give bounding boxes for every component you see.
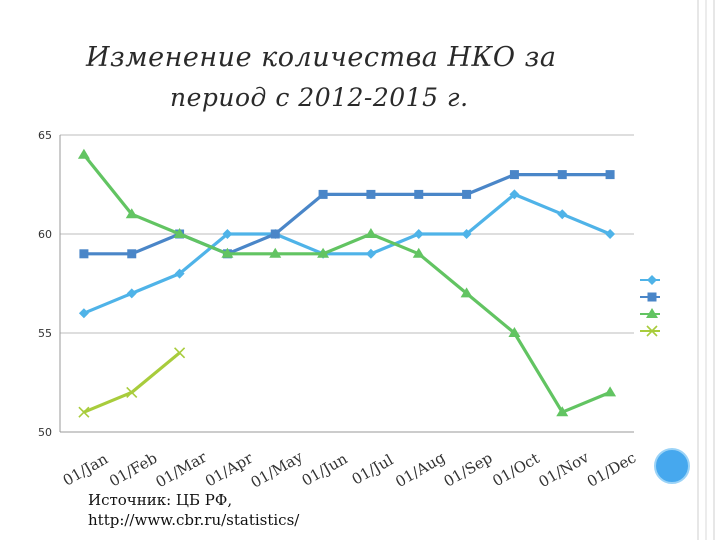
x-tick-label: 01/Mar xyxy=(152,448,210,490)
point-2013 xyxy=(127,249,137,259)
decor-circle xyxy=(654,448,690,484)
source-note: Источник: ЦБ РФ, http://www.cbr.ru/stati… xyxy=(88,490,299,530)
x-tick-label: 01/Feb xyxy=(106,449,160,490)
series-line-2015 xyxy=(83,351,181,414)
x-tick-label: 01/May xyxy=(248,447,307,490)
point-2015 xyxy=(174,347,186,359)
title-line-2: период с 2012-2015 г. xyxy=(170,83,469,112)
page-title: Изменение количества НКО за период с 201… xyxy=(86,38,606,118)
point-2014 xyxy=(556,406,569,417)
point-2012 xyxy=(174,268,185,279)
point-2012 xyxy=(365,248,376,259)
point-2012 xyxy=(126,288,137,299)
legend-marker-2013 xyxy=(647,292,657,302)
x-tick-label: 01/Sep xyxy=(441,449,496,490)
series-line-2014 xyxy=(82,153,611,414)
x-tick-label: 01/Apr xyxy=(202,449,257,490)
y-tick-label: 65 xyxy=(38,129,52,142)
point-2013 xyxy=(366,189,376,199)
x-tick-label: 01/Oct xyxy=(489,449,542,490)
point-2012 xyxy=(413,229,424,239)
point-2013 xyxy=(79,249,89,259)
x-tick-label: 01/Aug xyxy=(392,448,448,490)
point-2013 xyxy=(414,189,424,199)
y-tick-label: 50 xyxy=(38,426,52,439)
point-2012 xyxy=(222,229,233,239)
point-2012 xyxy=(461,229,472,239)
point-2014 xyxy=(317,247,330,258)
point-2014 xyxy=(173,228,186,238)
x-tick-label: 01/Nov xyxy=(536,448,593,490)
title-line-1: Изменение количества НКО за xyxy=(86,42,557,73)
point-2014 xyxy=(604,386,617,397)
point-2014 xyxy=(508,327,521,337)
legend-marker-2012 xyxy=(647,275,657,285)
legend-marker-2014 xyxy=(646,308,658,318)
x-tick-label: 01/Jun xyxy=(299,449,351,489)
series-line-2012 xyxy=(83,192,611,315)
y-tick-label: 55 xyxy=(38,327,52,340)
x-tick-label: 01/Dec xyxy=(584,449,639,490)
point-2014 xyxy=(364,228,377,238)
point-2012 xyxy=(78,308,89,319)
point-2014 xyxy=(412,247,425,258)
point-2013 xyxy=(270,229,280,239)
point-2012 xyxy=(509,189,520,200)
legend-marker-2015 xyxy=(646,325,658,337)
source-line-2[interactable]: http://www.cbr.ru/statistics/ xyxy=(88,511,300,529)
point-2014 xyxy=(460,287,473,298)
source-line-1: Источник: ЦБ РФ, xyxy=(88,491,233,509)
line-chart: 5055606501/Jan01/Feb01/Mar01/Apr01/May01… xyxy=(38,129,660,490)
point-2012 xyxy=(605,229,616,239)
x-tick-label: 01/Jan xyxy=(60,450,112,490)
point-2014 xyxy=(125,208,138,219)
point-2013 xyxy=(462,189,472,199)
point-2013 xyxy=(509,170,519,180)
point-2013 xyxy=(557,170,567,180)
y-tick-label: 60 xyxy=(38,228,52,241)
point-2014 xyxy=(269,247,282,258)
point-2013 xyxy=(605,170,615,180)
point-2015 xyxy=(126,386,138,398)
point-2013 xyxy=(318,189,328,199)
point-2014 xyxy=(221,247,234,258)
point-2012 xyxy=(557,209,568,220)
decor-strip xyxy=(678,0,720,540)
point-2015 xyxy=(78,406,90,418)
decor-lines xyxy=(697,0,715,540)
point-2014 xyxy=(77,148,90,159)
series-line-2013 xyxy=(83,172,611,256)
x-tick-label: 01/Jul xyxy=(349,451,397,489)
